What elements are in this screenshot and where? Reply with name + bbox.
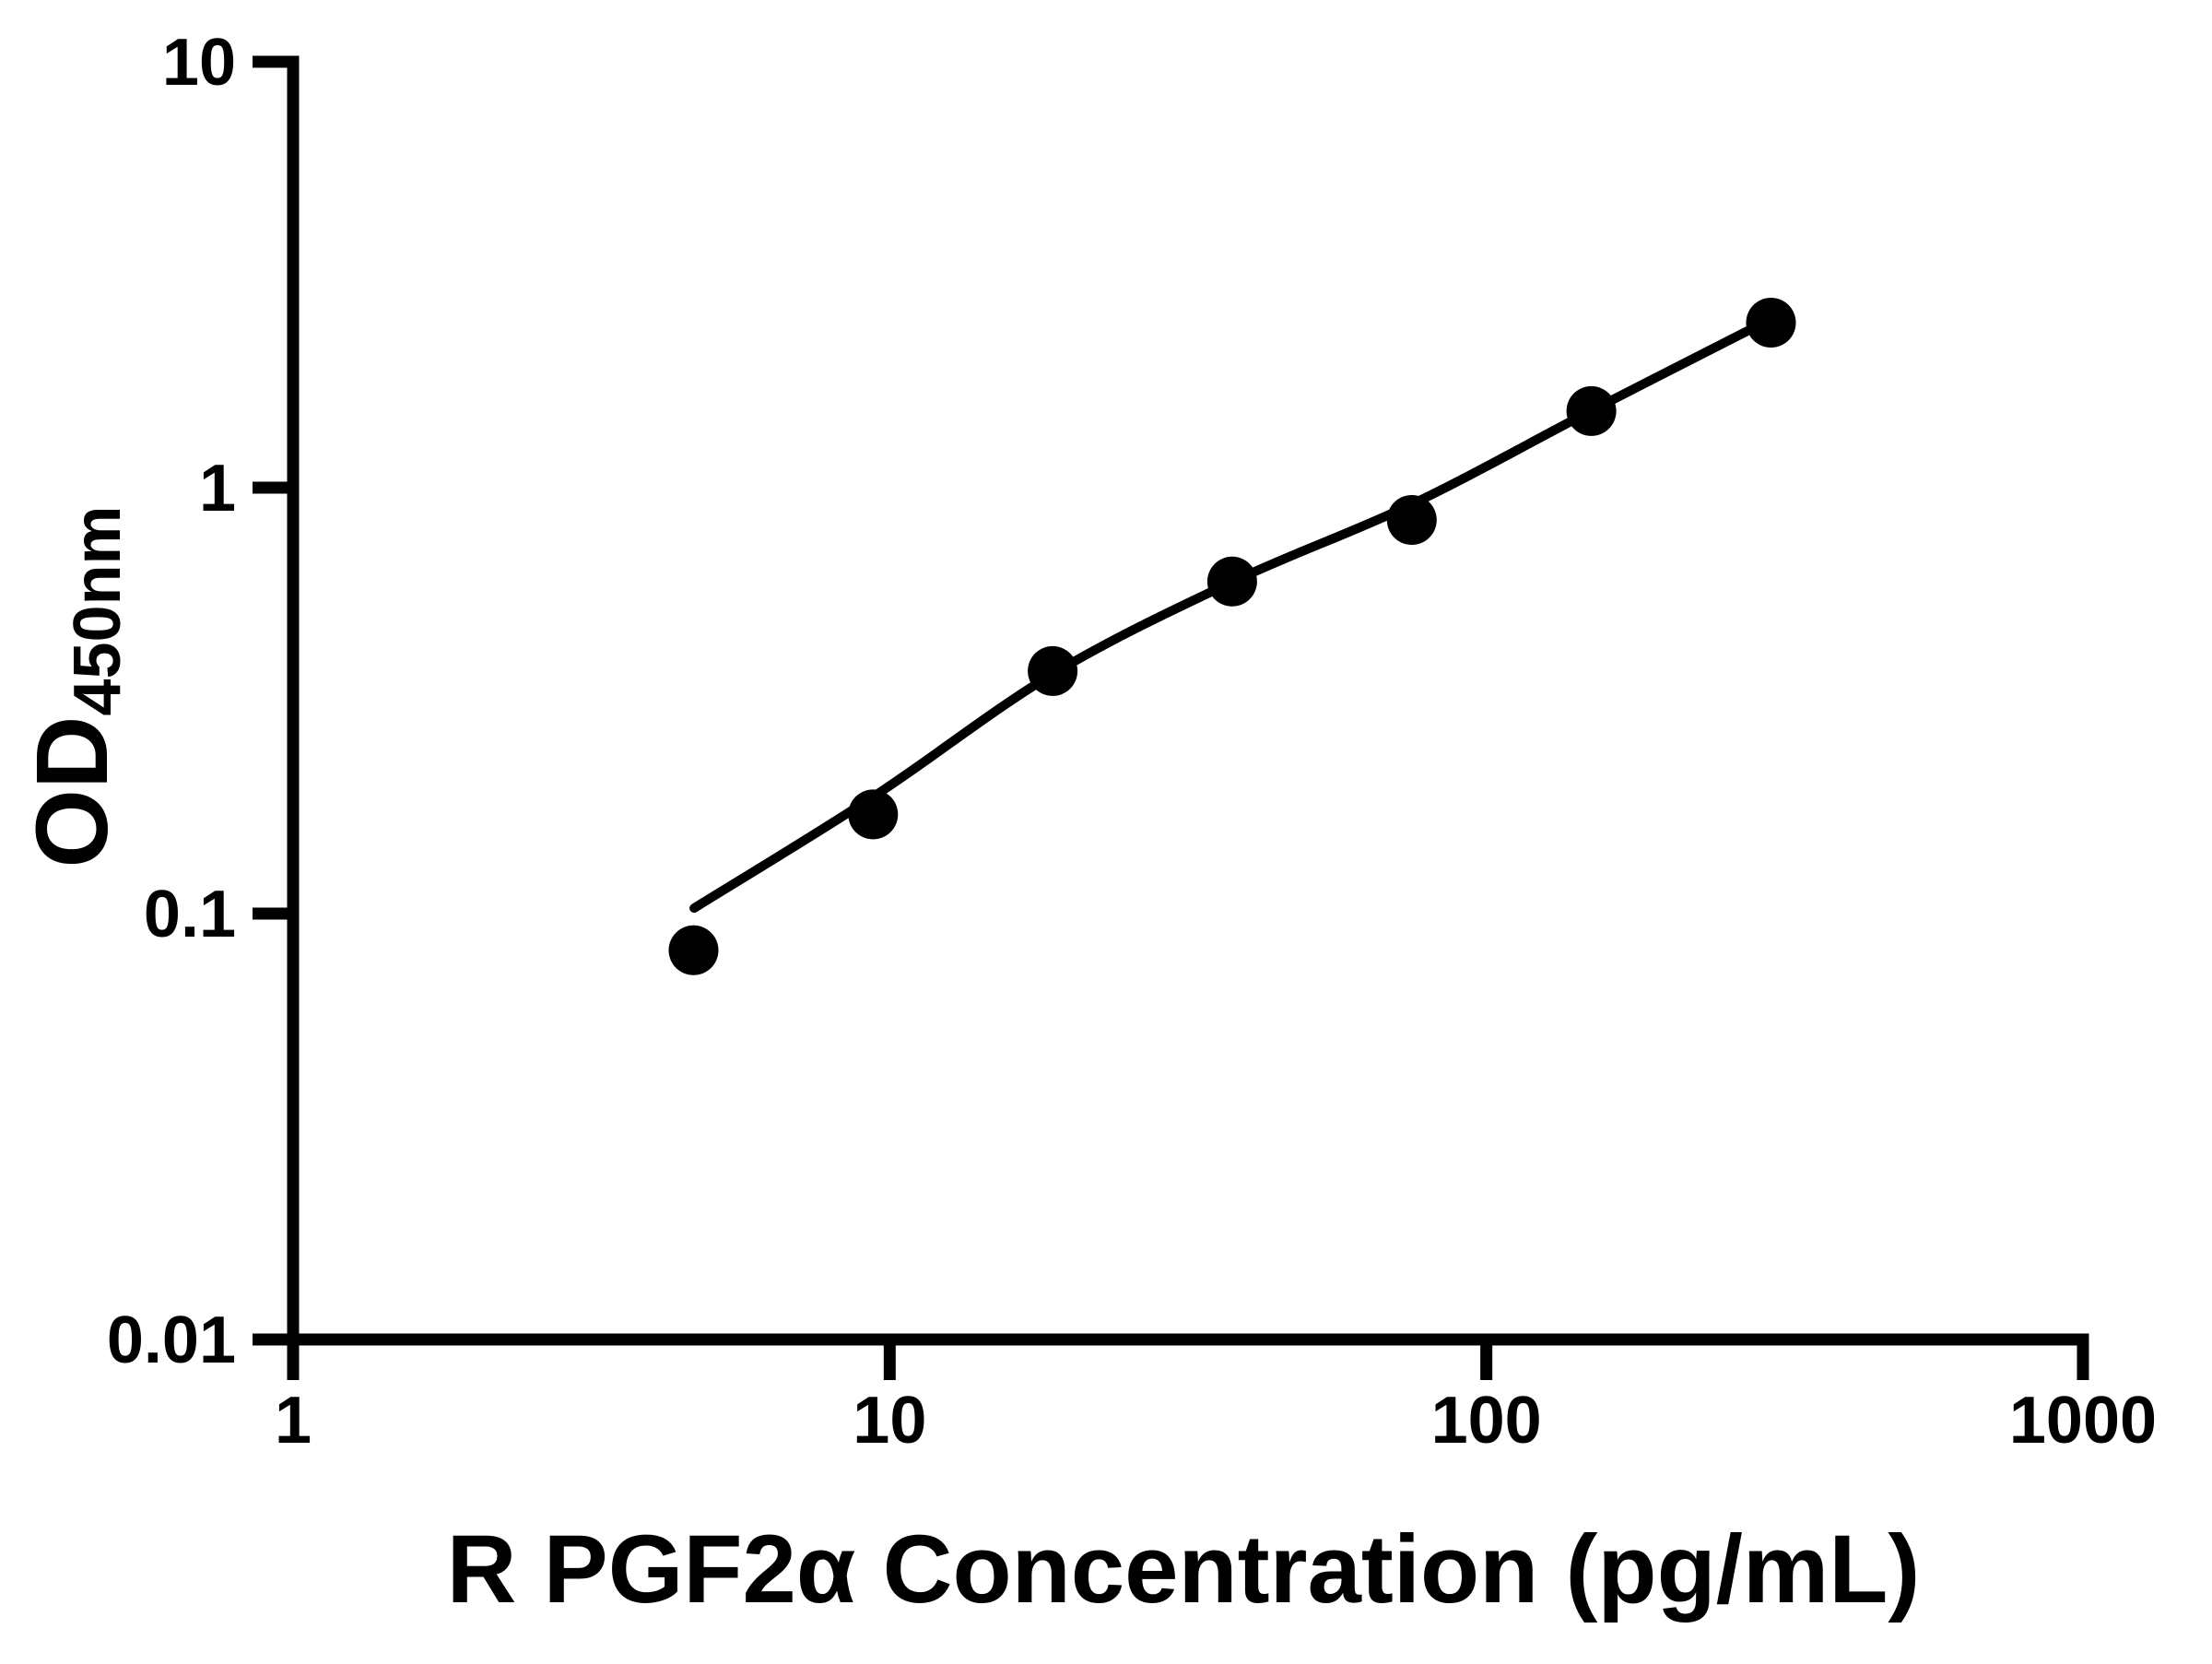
y-axis-tick-labels: 0.01 0.1 1 10 (107, 26, 236, 1377)
y-axis-title-main: OD (16, 716, 129, 868)
y-tick-label: 1 (199, 452, 236, 525)
y-axis-title-subscript: 450nm (61, 505, 135, 715)
x-axis-tick-labels: 1 10 100 1000 (275, 1384, 2157, 1457)
y-tick-label: 10 (162, 26, 236, 100)
axes: 0.01 0.1 1 10 1 10 100 1000 (107, 26, 2157, 1457)
data-point (1386, 495, 1437, 545)
axis-spine (287, 62, 2089, 1346)
data-point (668, 925, 719, 975)
data-points (668, 298, 1796, 975)
y-tick-label: 0.1 (144, 878, 236, 951)
data-point (1566, 385, 1617, 436)
data-point (848, 789, 899, 840)
data-point (1746, 298, 1796, 348)
y-axis-title: OD450nm (16, 505, 135, 867)
data-point (1028, 645, 1078, 696)
x-tick-label: 10 (853, 1384, 926, 1457)
x-axis-title: R PGF2α Concentration (pg/mL) (447, 1516, 1921, 1623)
x-tick-label: 100 (1431, 1384, 1542, 1457)
x-tick-label: 1 (275, 1384, 312, 1457)
x-axis-ticks (287, 1333, 2089, 1380)
y-tick-label: 0.01 (107, 1304, 236, 1377)
x-tick-label: 1000 (2009, 1384, 2157, 1457)
data-point (1206, 556, 1257, 607)
